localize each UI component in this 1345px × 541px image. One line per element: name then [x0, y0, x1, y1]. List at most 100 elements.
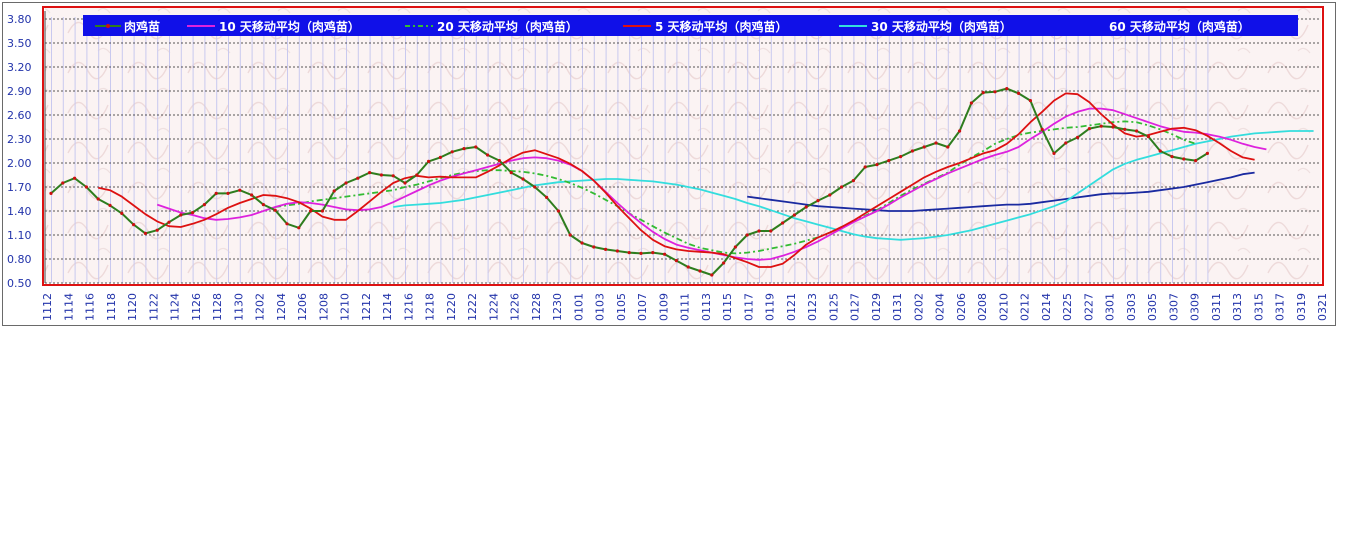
series-point	[674, 259, 679, 263]
x-tick-label: 0313	[1231, 293, 1244, 321]
x-tick-label: 0210	[997, 293, 1010, 321]
series-point	[969, 101, 974, 105]
x-tick-label: 0321	[1316, 293, 1329, 321]
series-point	[309, 209, 313, 213]
x-tick-label: 1112	[41, 293, 54, 321]
x-tick-label: 0301	[1104, 293, 1117, 321]
series-point	[698, 269, 702, 273]
x-tick-label: 1122	[147, 293, 160, 321]
x-tick-label: 0119	[764, 293, 777, 321]
series-point	[899, 155, 903, 159]
series-point	[1205, 151, 1209, 155]
x-tick-label: 0305	[1146, 293, 1159, 321]
x-tick-label: 0206	[955, 293, 968, 321]
series-point	[238, 188, 242, 192]
x-tick-label: 0113	[700, 293, 713, 321]
series-point	[1146, 135, 1150, 139]
series-point	[155, 228, 159, 232]
legend-label: 肉鸡苗	[124, 19, 160, 34]
y-tick-label: 3.20	[7, 61, 32, 74]
series-point	[1123, 127, 1127, 131]
series-point	[84, 185, 88, 189]
plot-background	[45, 7, 1321, 283]
series-line	[393, 130, 1314, 241]
x-tick-label: 0303	[1125, 293, 1138, 321]
series-point	[686, 265, 690, 269]
series-point	[285, 222, 289, 226]
x-tick-label: 1228	[530, 293, 543, 321]
series-point	[781, 221, 785, 225]
x-tick-label: 1126	[190, 293, 203, 321]
x-tick-label: 1130	[232, 293, 245, 321]
y-tick-label: 2.60	[7, 109, 32, 122]
x-tick-labels: 1112 1114 1116 1118 1120 1122 1124 1126 1128 1130…	[41, 293, 1329, 321]
series-point	[615, 249, 620, 253]
x-tick-label: 1230	[551, 293, 564, 321]
series-line	[747, 171, 1255, 212]
x-tick-label: 1124	[169, 293, 182, 321]
legend-label: 10 天移动平均（肉鸡苗）	[219, 19, 360, 34]
series-line	[98, 92, 1255, 268]
series-point	[486, 153, 490, 157]
series-point	[910, 149, 915, 153]
legend: 肉鸡苗 10 天移动平均（肉鸡苗） 20 天移动平均（肉鸡苗） 5 天移动平均（肉鸡苗…	[83, 15, 1298, 36]
x-tick-label: 1120	[126, 293, 139, 321]
series-point	[981, 91, 985, 95]
series-point	[1052, 151, 1056, 155]
series-point	[73, 176, 77, 180]
x-tick-label: 0307	[1167, 293, 1180, 321]
series-point	[875, 163, 879, 167]
series-point	[804, 205, 808, 209]
y-tick-label: 2.90	[7, 85, 32, 98]
series-point	[533, 185, 537, 189]
legend-label: 5 天移动平均（肉鸡苗）	[655, 19, 788, 34]
series-point	[1099, 124, 1103, 128]
series-point	[143, 231, 147, 235]
series-point	[592, 245, 596, 249]
series-point	[887, 159, 891, 163]
series-point	[1182, 157, 1186, 161]
series-point	[1076, 135, 1080, 139]
x-tick-label: 0225	[1061, 293, 1074, 321]
series-point	[273, 208, 277, 212]
series-point	[1064, 141, 1068, 145]
series-point	[462, 147, 466, 151]
legend-label: 20 天移动平均（肉鸡苗）	[437, 19, 578, 34]
series-point	[710, 273, 714, 277]
chart-frame: 0.50 0.80 1.10 1.40 1.70 2.00 2.30 2.60 2.90 3.20…	[2, 2, 1336, 326]
series-point	[509, 171, 513, 175]
series-point	[132, 223, 136, 227]
chart-plot-layer: 0.50 0.80 1.10 1.40 1.70 2.00 2.30 2.60 2.90 3.20…	[7, 6, 1329, 321]
series-point	[403, 181, 407, 185]
y-tick-label: 3.50	[7, 37, 32, 50]
series-point	[427, 159, 431, 163]
series-point	[391, 174, 395, 178]
x-tick-label: 0103	[594, 293, 607, 321]
x-tick-label: 0121	[785, 293, 798, 321]
series-markers	[49, 87, 1209, 277]
x-tick-label: 1116	[84, 293, 97, 321]
x-tick-label: 0115	[721, 293, 734, 321]
x-tick-label: 0311	[1210, 293, 1223, 321]
series-point	[521, 177, 525, 181]
series-point	[497, 159, 501, 163]
moving-average-line-chart: 0.50 0.80 1.10 1.40 1.70 2.00 2.30 2.60 2.90 3.20…	[7, 6, 1329, 321]
series-point	[120, 211, 124, 215]
series-point	[356, 176, 360, 180]
x-tick-label: 0117	[742, 293, 755, 321]
series-point	[993, 90, 997, 94]
x-tick-label: 0105	[615, 293, 628, 321]
legend-background	[83, 15, 1298, 36]
series-point	[863, 165, 867, 169]
y-tick-label: 0.80	[7, 253, 32, 266]
x-tick-label: 0129	[870, 293, 883, 321]
series-point	[438, 155, 442, 159]
series-point	[1170, 155, 1174, 159]
series-point	[580, 241, 584, 245]
series-point	[368, 171, 372, 175]
plot-bars	[51, 17, 1209, 283]
y-tick-label: 3.80	[7, 13, 32, 26]
series-point	[226, 191, 230, 195]
series-point	[1040, 127, 1044, 131]
x-tick-label: 0315	[1252, 293, 1265, 321]
